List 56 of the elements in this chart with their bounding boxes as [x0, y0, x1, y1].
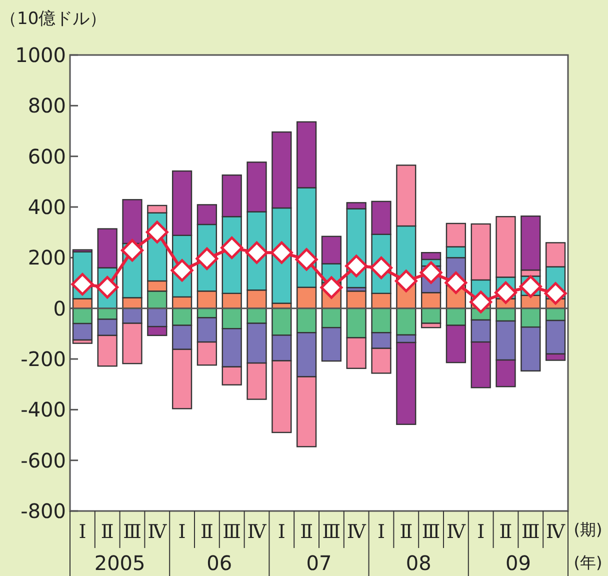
point: [121, 239, 144, 262]
x-tick-label: Ⅲ: [222, 521, 242, 543]
y-axis-title: （10億ドル）: [0, 9, 107, 29]
point: [196, 247, 218, 270]
text: (年): [574, 553, 602, 572]
x-tick-label: Ⅳ: [546, 521, 566, 543]
x-tick-label: Ⅲ: [123, 521, 142, 543]
x-tick-label: Ⅰ: [278, 521, 286, 543]
text: 2005: [94, 551, 146, 575]
x-tick-label: Ⅳ: [446, 521, 466, 543]
x-tick-label: Ⅲ: [521, 521, 540, 543]
point: [170, 259, 194, 282]
x-tick-label: Ⅱ: [400, 521, 413, 543]
point: [246, 241, 268, 264]
x-tick-label: Ⅲ: [422, 521, 440, 543]
y-tick-label: -800: [20, 499, 66, 523]
x-tick-label: Ⅳ: [247, 521, 268, 543]
point: [394, 270, 418, 292]
y-tick-label: 200: [28, 246, 66, 270]
x-tick-label: Ⅲ: [322, 521, 341, 543]
x-axis-title: (期): [574, 520, 602, 539]
y-tick-label: 800: [28, 94, 66, 118]
point: [220, 236, 244, 260]
x-tick-label: Ⅱ: [300, 521, 314, 543]
x-tick-label: Ⅰ: [78, 521, 86, 543]
x-tick-label: Ⅰ: [178, 521, 186, 543]
y-tick-label: -600: [20, 448, 66, 472]
point: [96, 276, 119, 299]
x-tick-label: Ⅱ: [100, 521, 114, 543]
y-tick-label: 400: [28, 195, 66, 219]
point: [444, 271, 468, 294]
x-tick-label: Ⅳ: [148, 521, 168, 543]
x-tick-label: Ⅱ: [499, 521, 512, 543]
text: 07: [306, 551, 332, 575]
y-tick-label: -400: [20, 398, 66, 422]
x-tick-label: Ⅱ: [200, 521, 214, 543]
y-tick-label: 0: [53, 296, 66, 320]
point: [71, 273, 94, 296]
point: [420, 261, 442, 284]
point: [544, 282, 567, 305]
y-tick-label: 1000: [15, 43, 66, 67]
point: [345, 254, 368, 278]
point: [494, 281, 517, 304]
x-tick-label: Ⅳ: [346, 521, 367, 543]
point: [270, 241, 293, 264]
text: 08: [406, 551, 432, 575]
point: [320, 276, 343, 299]
text: 09: [505, 551, 531, 575]
point: [370, 256, 392, 280]
y-tick-label: -200: [20, 347, 66, 371]
point: [146, 220, 168, 244]
point: [295, 248, 318, 271]
y-tick-label: 600: [28, 144, 66, 168]
text: 06: [206, 551, 232, 575]
x-tick-label: Ⅰ: [477, 521, 485, 543]
x-tick-label: Ⅰ: [377, 521, 386, 543]
